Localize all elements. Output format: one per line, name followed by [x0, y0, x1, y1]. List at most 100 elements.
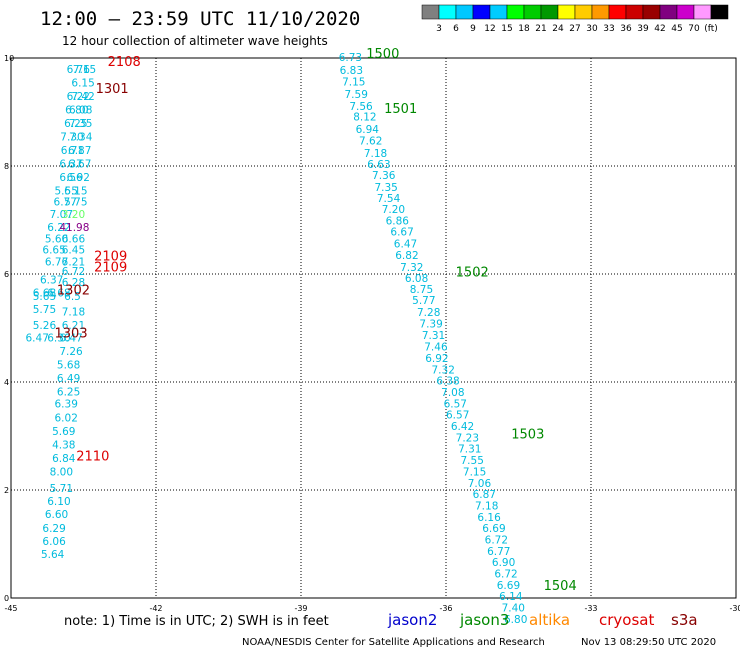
wave-height-label: 8.00 [50, 466, 73, 478]
wave-height-label: 7.46 [424, 342, 448, 354]
wave-height-label: 6.47 [26, 333, 49, 345]
wave-height-label: 6.72 [494, 568, 517, 580]
wave-height-label: 6.10 [47, 496, 70, 508]
wave-height-label: 7.31 [422, 330, 445, 342]
pass-number-label: 1504 [544, 579, 577, 594]
wave-height-label: 7.18 [62, 307, 85, 319]
chart-subtitle: 12 hour collection of altimeter wave hei… [62, 34, 328, 48]
chart-title: 12:00 – 23:59 UTC 11/10/2020 [40, 8, 360, 30]
wave-height-label: 3.20 [62, 209, 85, 221]
wave-height-label: 5.60 [45, 234, 68, 246]
wave-height-label: 6.22 [47, 222, 70, 234]
colorbar-swatch [591, 4, 610, 20]
wave-height-label: 6.66 [62, 234, 86, 246]
colorbar-label: 45 [671, 24, 682, 34]
wave-height-label: 6.68 [33, 288, 56, 300]
colorbar-swatch [472, 4, 491, 20]
wave-height-label: 6.08 [405, 273, 428, 285]
footer-timestamp: Nov 13 08:29:50 UTC 2020 [581, 637, 716, 648]
wave-height-label: 6.68 [47, 288, 70, 300]
wave-height-label: 6.92 [67, 172, 90, 184]
wave-height-label: 7.36 [372, 170, 396, 182]
x-tick-label: -45 [4, 604, 17, 613]
wave-height-label: 6.72 [485, 534, 508, 546]
colorbar-swatch [659, 4, 678, 20]
colorbar-label: 27 [569, 24, 580, 34]
colorbar-label: 39 [637, 24, 649, 34]
wave-height-label: 6.14 [499, 591, 523, 603]
satellite-legend-jason2: jason2 [387, 611, 437, 629]
colorbar-swatch [506, 4, 525, 20]
wave-height-label: 7.56 [349, 101, 373, 113]
y-tick-label: 2 [4, 486, 9, 495]
wave-height-label: 7.18 [475, 500, 498, 512]
wave-height-label: 5.68 [57, 360, 80, 372]
wave-height-label: 6.87 [68, 145, 91, 157]
colorbar-swatch [608, 4, 627, 20]
pass-number-label: 2110 [76, 449, 109, 464]
colorbar-label: 21 [535, 24, 546, 34]
wave-height-label: 7.15 [342, 77, 365, 89]
wave-height-label: 6.15 [71, 78, 94, 90]
satellite-legend-s3a: s3a [671, 611, 698, 629]
wave-height-label: 6.67 [390, 227, 413, 239]
wave-height-label: 7.20 [382, 204, 405, 216]
pass-number-label: 1303 [55, 327, 88, 342]
wave-height-label: 6.39 [55, 398, 78, 410]
wave-height-label: 5.55 [55, 186, 78, 198]
colorbar-swatch [438, 4, 457, 20]
colorbar-swatch [540, 4, 559, 20]
wave-height-label: 5.77 [412, 295, 435, 307]
wave-height-label: 7.34 [69, 132, 93, 144]
footer-credit: NOAA/NESDIS Center for Satellite Applica… [242, 637, 545, 648]
colorbar-label: 18 [518, 24, 530, 34]
satellite-legend: jason2 jason3 altika cryosat s3a [387, 611, 698, 629]
colorbar-label: 3 [436, 24, 442, 34]
satellite-legend-jason3: jason3 [459, 611, 509, 629]
wave-height-label: 6.21 [62, 320, 85, 332]
colorbar-label: 15 [501, 24, 512, 34]
colorbar-swatch [489, 4, 508, 20]
x-tick-label: -36 [439, 604, 452, 613]
wave-height-label: 7.31 [458, 444, 481, 456]
wave-height-label: 6.67 [68, 159, 91, 171]
wave-height-label: 6.71 [61, 145, 84, 157]
pass-number-label: 1301 [96, 82, 129, 97]
footer-note: note: 1) Time is in UTC; 2) SWH is in fe… [64, 614, 329, 629]
wave-height-label: 5.26 [33, 320, 57, 332]
colorbar-swatch [557, 4, 576, 20]
wave-height-label: 7.08 [441, 387, 464, 399]
wave-height-label: 7.06 [468, 478, 492, 490]
wave-height-label: 7.40 [502, 603, 525, 615]
wave-height-label: 6.73 [339, 52, 362, 64]
pass-number-label: 1501 [384, 102, 417, 117]
wave-height-label: 6.57 [444, 398, 467, 410]
wave-height-label: 7.26 [59, 346, 83, 358]
wave-height-label: 7.15 [463, 466, 486, 478]
x-tick-label: -42 [149, 604, 162, 613]
plot-area [10, 57, 737, 599]
grid-lines [11, 58, 736, 598]
wave-height-label: 4.38 [52, 439, 75, 451]
wave-height-label: 8.12 [353, 112, 376, 124]
wave-height-label: 6.25 [64, 118, 87, 130]
wave-height-label: 6.37 [40, 275, 63, 287]
colorbar-label: 36 [620, 24, 632, 34]
satellite-legend-altika: altika [529, 611, 570, 629]
wave-height-label: 8.75 [410, 284, 433, 296]
x-tick-label: -33 [584, 604, 597, 613]
wave-height-label: 7.35 [374, 182, 397, 194]
wave-height-label: 6.47 [59, 333, 82, 345]
wave-height-label: 7.39 [419, 318, 442, 330]
wave-height-label: 7.32 [432, 364, 455, 376]
wave-height-label: 6.38 [436, 376, 459, 388]
x-axis-ticks: -45 -42 -39 -36 -33 -30 [4, 604, 740, 613]
y-tick-label: 0 [4, 594, 9, 603]
wave-height-label: 41.98 [59, 222, 89, 234]
y-tick-label: 8 [4, 162, 9, 171]
wave-height-label: 6.29 [42, 523, 65, 535]
pass-number-label: 1302 [57, 284, 90, 299]
wave-height-label: 6.90 [492, 557, 515, 569]
y-tick-label: 10 [4, 54, 14, 63]
wave-height-label: 6.92 [425, 353, 448, 365]
